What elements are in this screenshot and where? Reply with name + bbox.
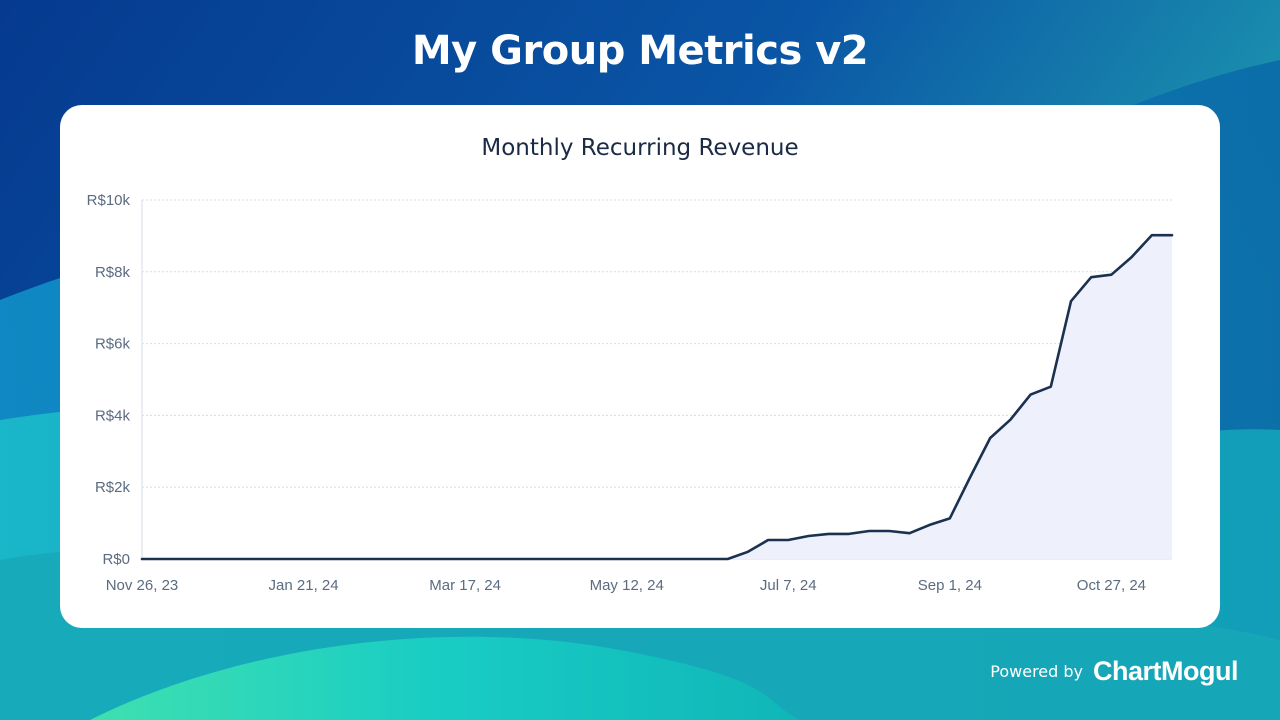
chart-title: Monthly Recurring Revenue xyxy=(481,135,799,161)
y-tick-label: R$10k xyxy=(87,192,131,209)
y-tick-label: R$6k xyxy=(95,336,131,353)
y-tick-label: R$4k xyxy=(95,407,131,424)
x-tick-label: Sep 1, 24 xyxy=(918,577,982,594)
mrr-chart: R$0 R$2k R$4k R$6k R$8k R$10k Nov 26, 23 Jan 21… xyxy=(87,192,1174,594)
powered-by-label: Powered by xyxy=(990,662,1084,681)
x-tick-label: May 12, 24 xyxy=(590,577,664,594)
mrr-line xyxy=(140,233,1174,561)
y-tick-label: R$0 xyxy=(102,551,130,568)
chartmogul-logo: ChartMogul xyxy=(1093,656,1238,686)
x-tick-label: Jul 7, 24 xyxy=(760,577,817,594)
y-tick-label: R$8k xyxy=(95,264,131,281)
x-tick-label: Mar 17, 24 xyxy=(429,577,501,594)
chart-card: Monthly Recurring Revenue R$0 R$2k R$4k R$6… xyxy=(60,105,1220,628)
x-tick-label: Oct 27, 24 xyxy=(1077,577,1146,594)
x-tick-label: Nov 26, 23 xyxy=(106,577,179,594)
x-tick-label: Jan 21, 24 xyxy=(269,577,339,594)
y-tick-label: R$2k xyxy=(95,479,131,496)
powered-by: Powered by ChartMogul xyxy=(990,656,1238,687)
page-title: My Group Metrics v2 xyxy=(411,28,869,74)
mrr-area xyxy=(142,235,1172,559)
